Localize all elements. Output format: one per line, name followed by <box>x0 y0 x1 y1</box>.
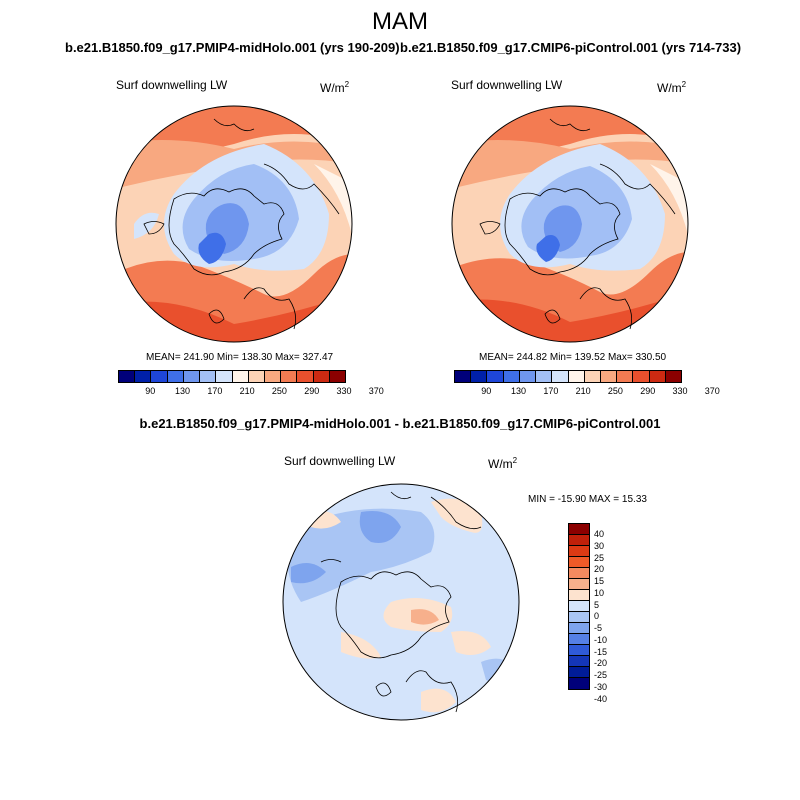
colorbar-tick-label: 130 <box>511 386 527 396</box>
difference-panel-title: b.e21.B1850.f09_g17.PMIP4-midHolo.001 - … <box>139 416 661 431</box>
colorbar-swatch <box>151 371 168 382</box>
colorbar-swatch <box>536 371 553 382</box>
colorbar-tick-label: 90 <box>145 386 156 396</box>
colorbar-swatch <box>569 667 589 678</box>
colorbar-tick-label: 170 <box>543 386 559 396</box>
colorbar-swatch <box>264 371 282 382</box>
colorbar-tick-label: 10 <box>594 587 605 598</box>
colorbar-swatch <box>568 371 585 382</box>
colorbar-swatch <box>119 371 136 382</box>
colorbar-tick-label: -40 <box>594 693 608 704</box>
colorbar-swatch <box>569 645 589 656</box>
colorbar-swatch <box>633 371 650 382</box>
colorbar-tick-label: 5 <box>594 599 600 610</box>
colorbar-swatch <box>649 371 666 382</box>
colorbar-swatch <box>281 371 298 382</box>
colorbar-tick-label: 0 <box>594 611 600 622</box>
colorbar-tick-label: 130 <box>175 386 191 396</box>
colorbar-swatch <box>200 371 217 382</box>
colorbar-tick-label: -15 <box>594 646 608 657</box>
colorbar-swatch <box>183 371 201 382</box>
figure-title: MAM <box>372 8 428 35</box>
colorbar-swatch <box>135 371 152 382</box>
colorbar-swatch <box>503 371 520 382</box>
colorbar-swatch <box>584 371 601 382</box>
colorbar-tick-label: 330 <box>672 386 688 396</box>
colorbar-tick-label: -5 <box>594 623 603 633</box>
panel-1-colorbar <box>118 370 346 383</box>
colorbar-swatch <box>569 524 589 535</box>
colorbar-tick-label: 210 <box>575 386 591 396</box>
colorbar-tick-label: 250 <box>607 386 623 396</box>
difference-stats: MIN = -15.90 MAX = 15.33 <box>528 494 647 505</box>
difference-units: W/m2 <box>488 456 518 471</box>
colorbar-swatch <box>248 371 265 382</box>
colorbar-swatch <box>569 557 589 568</box>
colorbar-tick-label: -10 <box>594 634 608 645</box>
colorbar-swatch <box>569 634 589 645</box>
colorbar-tick-label: 15 <box>594 576 605 586</box>
panel-1-stats: MEAN= 241.90 Min= 138.30 Max= 327.47 <box>146 352 334 363</box>
colorbar-tick-label: -30 <box>594 681 608 692</box>
panel-2-colorbar <box>454 370 682 383</box>
panel-1-title: b.e21.B1850.f09_g17.PMIP4-midHolo.001 (y… <box>65 40 400 55</box>
panel-2-variable-label: Surf downwelling LW <box>451 78 563 92</box>
colorbar-tick-label: -20 <box>594 658 608 669</box>
colorbar-tick-label: 90 <box>481 386 492 396</box>
panel-2-polar-map <box>451 105 689 343</box>
colorbar-swatch <box>617 371 634 382</box>
colorbar-tick-label: 170 <box>207 386 223 396</box>
difference-colorbar <box>568 523 590 690</box>
panel-2-units: W/m2 <box>657 80 687 95</box>
panel-1-polar-map <box>115 105 353 343</box>
colorbar-tick-label: 330 <box>336 386 352 396</box>
difference-polar-map <box>282 483 520 721</box>
colorbar-swatch <box>569 590 589 601</box>
colorbar-swatch <box>519 371 537 382</box>
panel-2-title: b.e21.B1850.f09_g17.CMIP6-piControl.001 … <box>400 40 742 55</box>
colorbar-swatch <box>569 601 589 612</box>
panel-1-units: W/m2 <box>320 80 350 95</box>
colorbar-tick-label: 20 <box>594 564 605 575</box>
colorbar-swatch <box>569 535 589 546</box>
colorbar-swatch <box>471 371 488 382</box>
colorbar-swatch <box>569 678 589 689</box>
difference-variable-label: Surf downwelling LW <box>284 454 396 468</box>
colorbar-swatch <box>569 568 589 579</box>
colorbar-swatch <box>569 579 589 590</box>
colorbar-swatch <box>455 371 472 382</box>
colorbar-swatch <box>297 371 314 382</box>
colorbar-swatch <box>216 371 233 382</box>
colorbar-tick-label: 250 <box>271 386 287 396</box>
colorbar-tick-label: 370 <box>704 386 720 396</box>
colorbar-tick-label: 25 <box>594 552 605 563</box>
panel-1-variable-label: Surf downwelling LW <box>116 78 228 92</box>
colorbar-tick-label: 290 <box>304 386 320 396</box>
colorbar-swatch <box>569 546 589 557</box>
colorbar-swatch <box>487 371 504 382</box>
colorbar-swatch <box>569 612 589 623</box>
colorbar-swatch <box>313 371 330 382</box>
colorbar-swatch <box>232 371 249 382</box>
colorbar-tick-label: 210 <box>239 386 255 396</box>
colorbar-swatch <box>167 371 184 382</box>
colorbar-swatch <box>665 371 682 382</box>
colorbar-swatch <box>600 371 618 382</box>
colorbar-swatch <box>569 656 589 667</box>
colorbar-swatch <box>329 371 346 382</box>
colorbar-tick-label: -25 <box>594 670 608 680</box>
colorbar-tick-label: 30 <box>594 540 605 551</box>
colorbar-swatch <box>569 623 589 634</box>
colorbar-tick-label: 370 <box>368 386 384 396</box>
panel-2-stats: MEAN= 244.82 Min= 139.52 Max= 330.50 <box>479 352 667 363</box>
colorbar-swatch <box>552 371 569 382</box>
colorbar-tick-label: 40 <box>594 529 605 539</box>
colorbar-tick-label: 290 <box>640 386 656 396</box>
